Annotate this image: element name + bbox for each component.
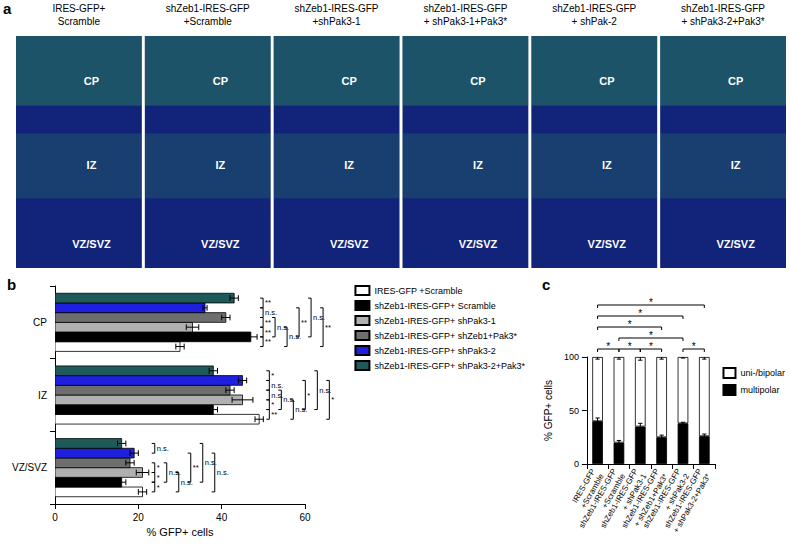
svg-text:VZ/SVZ: VZ/SVZ: [588, 238, 627, 250]
svg-text:IZ: IZ: [215, 159, 225, 171]
svg-text:shZeb1-IRES-GFP: shZeb1-IRES-GFP: [166, 3, 250, 14]
svg-text:CP: CP: [33, 317, 47, 328]
svg-text:**: **: [265, 337, 271, 346]
svg-text:CP: CP: [470, 75, 485, 87]
svg-text:20: 20: [133, 512, 145, 523]
svg-text:*: *: [638, 308, 642, 319]
svg-text:n.s.: n.s.: [319, 385, 332, 395]
svg-text:CP: CP: [342, 75, 357, 87]
svg-text:b: b: [7, 276, 16, 293]
svg-text:n.s.: n.s.: [289, 332, 302, 342]
svg-text:*: *: [307, 391, 310, 400]
svg-text:+ shPak-2: + shPak-2: [572, 16, 618, 27]
svg-text:*: *: [628, 319, 632, 330]
svg-text:n.s.: n.s.: [180, 477, 193, 487]
svg-text:n.s.: n.s.: [157, 444, 169, 453]
svg-text:+ shPak3-2+Pak3*: + shPak3-2+Pak3*: [681, 16, 764, 27]
svg-text:n.s.: n.s.: [168, 468, 181, 477]
svg-text:**: **: [193, 463, 199, 472]
svg-text:shZeb1-IRES-GFP: shZeb1-IRES-GFP: [423, 3, 507, 14]
svg-text:*: *: [649, 341, 653, 352]
svg-text:**: **: [271, 410, 277, 419]
svg-text:100: 100: [564, 352, 579, 362]
svg-text:IZ: IZ: [87, 159, 97, 171]
svg-text:shZeb1-IRES-GFP+ shPak3-2: shZeb1-IRES-GFP+ shPak3-2: [374, 346, 495, 356]
svg-text:n.s.: n.s.: [313, 313, 326, 322]
svg-text:n.s.: n.s.: [217, 468, 229, 477]
svg-text:*: *: [628, 341, 632, 352]
svg-text:IRES-GFP: IRES-GFP: [570, 467, 598, 505]
svg-text:*: *: [157, 483, 160, 492]
svg-text:IZ: IZ: [38, 390, 47, 401]
svg-text:VZ/SVZ: VZ/SVZ: [330, 238, 369, 250]
svg-text:+ shZeb1+Pak3*: + shZeb1+Pak3*: [632, 472, 670, 529]
svg-text:shZeb1-IRES-GFP+ Scramble: shZeb1-IRES-GFP+ Scramble: [374, 301, 495, 311]
svg-text:*: *: [271, 400, 274, 409]
svg-text:n.s.: n.s.: [271, 390, 284, 400]
svg-text:VZ/SVZ: VZ/SVZ: [201, 238, 240, 250]
svg-text:**: **: [265, 318, 271, 327]
svg-text:uni-/bipolar: uni-/bipolar: [740, 368, 785, 378]
svg-text:+ shPak3-1+Pak3*: + shPak3-1+Pak3*: [424, 16, 507, 27]
svg-text:% GFP+ cells: % GFP+ cells: [543, 380, 554, 441]
svg-text:n.s.: n.s.: [283, 395, 296, 405]
svg-text:shZeb1-IRES-GFP+ shZeb1+Pak3*: shZeb1-IRES-GFP+ shZeb1+Pak3*: [374, 331, 517, 341]
svg-text:VZ/SVZ: VZ/SVZ: [12, 462, 47, 473]
svg-text:n.s.: n.s.: [277, 322, 290, 332]
svg-text:*: *: [157, 463, 160, 472]
svg-text:*: *: [331, 395, 334, 404]
svg-text:**: **: [265, 298, 271, 307]
svg-text:**: **: [265, 328, 271, 337]
svg-text:shZeb1-IRES-GFP: shZeb1-IRES-GFP: [552, 3, 636, 14]
svg-text:VZ/SVZ: VZ/SVZ: [716, 238, 755, 250]
svg-text:IZ: IZ: [473, 159, 483, 171]
svg-text:CP: CP: [84, 75, 99, 87]
svg-text:**: **: [301, 318, 307, 327]
svg-text:+ shPak3-1: + shPak3-1: [620, 472, 649, 512]
svg-text:CP: CP: [213, 75, 228, 87]
svg-text:n.s.: n.s.: [295, 405, 308, 414]
svg-text:+Scramble: +Scramble: [184, 16, 233, 27]
svg-text:+Scramble: +Scramble: [600, 472, 628, 510]
svg-text:shZeb1-IRES-GFP: shZeb1-IRES-GFP: [577, 467, 619, 530]
svg-text:shZeb1-IRES-GFP: shZeb1-IRES-GFP: [681, 3, 765, 14]
svg-text:50: 50: [569, 406, 579, 416]
svg-text:n.s.: n.s.: [265, 308, 277, 317]
svg-text:Scramble: Scramble: [58, 16, 101, 27]
svg-text:VZ/SVZ: VZ/SVZ: [72, 238, 111, 250]
svg-text:n.s.: n.s.: [204, 458, 217, 468]
svg-text:n.s.: n.s.: [271, 381, 283, 390]
svg-text:CP: CP: [728, 75, 743, 87]
svg-text:+Scramble: +Scramble: [578, 472, 606, 510]
svg-text:*: *: [692, 341, 696, 352]
svg-text:60: 60: [299, 512, 311, 523]
svg-text:IRES-GFP+: IRES-GFP+: [52, 3, 105, 14]
svg-text:shZeb1-IRES-GFP: shZeb1-IRES-GFP: [662, 467, 704, 530]
svg-text:*: *: [606, 341, 610, 352]
svg-text:shZeb1-IRES-GFP+ shPak3-1: shZeb1-IRES-GFP+ shPak3-1: [374, 316, 495, 326]
svg-text:*: *: [649, 297, 653, 308]
svg-text:% GFP+ cells: % GFP+ cells: [147, 526, 214, 538]
svg-text:CP: CP: [599, 75, 614, 87]
svg-text:*: *: [157, 473, 160, 482]
svg-text:**: **: [325, 323, 331, 332]
svg-text:IZ: IZ: [731, 159, 741, 171]
svg-text:+ shPak3-2+Pak3*: + shPak3-2+Pak3*: [671, 472, 712, 534]
svg-text:+shPak3-1: +shPak3-1: [313, 16, 362, 27]
svg-text:0: 0: [52, 512, 58, 523]
svg-text:shZeb1-IRES-GFP: shZeb1-IRES-GFP: [295, 3, 379, 14]
svg-text:shZeb1-IRES-GFP+ shPak3-2+Pak3: shZeb1-IRES-GFP+ shPak3-2+Pak3*: [374, 361, 525, 371]
svg-text:0: 0: [574, 459, 579, 469]
svg-text:c: c: [542, 276, 550, 293]
svg-text:IZ: IZ: [602, 159, 612, 171]
svg-text:VZ/SVZ: VZ/SVZ: [459, 238, 498, 250]
svg-text:IZ: IZ: [344, 159, 354, 171]
svg-text:40: 40: [216, 512, 228, 523]
svg-text:shZeb1-IRES-GFP: shZeb1-IRES-GFP: [619, 467, 662, 530]
svg-text:*: *: [649, 330, 653, 341]
svg-text:a: a: [3, 0, 12, 17]
svg-text:multipolar: multipolar: [740, 385, 779, 395]
svg-text:IRES-GFP +Scramble: IRES-GFP +Scramble: [374, 286, 462, 296]
svg-text:*: *: [271, 371, 274, 380]
